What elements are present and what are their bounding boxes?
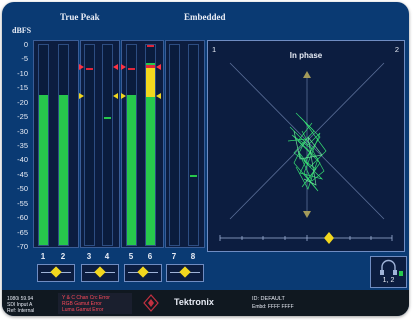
reference-text: Ref: Internal [7,308,35,314]
meter-level-green [59,94,68,245]
meter-level-red [146,65,155,69]
balance-indicator-1-2 [37,264,75,282]
threshold-marker-icon [156,64,161,71]
phase-bottom-arrow-icon [303,211,311,218]
phase-trace-cloud [287,112,327,192]
channel-label-3: 3 [86,252,92,261]
meter-peak-hold [147,45,154,47]
scale-label: -5 [21,54,28,64]
channel-label-4: 4 [104,252,110,261]
channel-label-2: 2 [60,252,66,261]
balance-indicator-5-6 [124,264,162,282]
channel-label-7: 7 [171,252,177,261]
audio-monitor-screen: True Peak Embedded dBFS 0 -5 -10 -15 -20 -25 -… [2,2,409,316]
meter-peak-hold [190,174,197,177]
pair-status-led [399,271,403,276]
phase-correlation-scale [219,235,393,241]
scale-label: -45 [17,169,28,179]
meter-peak-hold [86,68,93,71]
meter-bar-ch7 [169,44,180,246]
dbfs-unit-label: dBFS [12,26,32,35]
scale-label: -15 [17,83,28,93]
tektronix-logo: Tektronix [174,297,214,307]
phase-right-channel-label: 2 [394,45,399,54]
threshold-marker-icon [113,92,118,99]
threshold-marker-icon [121,64,126,71]
phase-title: In phase [289,51,323,60]
channel-label-8: 8 [190,252,196,261]
phase-lissajous-plot [219,62,393,244]
meter-level-green [146,63,155,245]
scale-label: -30 [17,126,28,136]
scale-label: 0 [23,40,28,49]
input-source-text: SDI Input A [7,302,33,308]
scale-label: -25 [17,112,28,122]
scale-label: -60 [17,213,28,223]
balance-diamond-icon [50,266,62,278]
threshold-marker-icon [121,92,126,99]
channel-label-5: 5 [128,252,134,261]
meter-bar-ch2 [58,44,69,246]
status-bar: 1080i 59.94 SDI Input A Ref: Internal Y … [2,290,409,316]
threshold-marker-icon [79,64,84,71]
meter-bar-ch6 [145,44,156,246]
embedded-status-text: Embd: FFFF FFFF [252,304,294,310]
meter-bar-ch4 [102,44,113,246]
headphones-icon [380,259,397,275]
phase-correlation-diamond-icon [324,232,334,244]
balance-diamond-icon [137,266,149,278]
id-text: ID: DEFAULT [252,296,285,302]
balance-diamond-icon [179,266,191,278]
audio-pair-label: 1, 2 [382,277,395,284]
channel-label-6: 6 [147,252,153,261]
error-panel: Y & C Chan Crc Error RGB Gamut Error Lum… [58,293,132,314]
scale-label: -65 [17,227,28,237]
threshold-marker-icon [79,92,84,99]
scale-label: -55 [17,198,28,208]
meter-level-green [39,94,48,245]
phase-left-channel-label: 1 [212,45,217,54]
error-line-2: RGB Gamut Error [62,301,102,307]
scale-label: -70 [17,242,28,251]
balance-indicator-7-8 [166,264,204,282]
channel-label-1: 1 [40,252,46,261]
meter-peak-hold [104,117,111,120]
scale-label: -10 [17,68,28,78]
phase-display: 1 2 In phase [207,40,405,252]
threshold-marker-icon [113,64,118,71]
embedded-title: Embedded [184,12,226,22]
meter-peak-hold [128,68,135,71]
scale-label: -50 [17,184,28,194]
meter-level-yellow [146,65,155,97]
audio-pair-indicator: 1, 2 [370,256,407,288]
meter-level-green [127,94,136,245]
meter-bar-ch1 [38,44,49,246]
phase-top-arrow-icon [303,71,311,78]
error-line-3: Luma Gamut Error [62,307,104,313]
balance-indicator-3-4 [81,264,119,282]
true-peak-title: True Peak [60,12,100,22]
balance-diamond-icon [94,266,106,278]
threshold-marker-icon [156,92,161,99]
meter-bar-ch8 [188,44,199,246]
meter-bar-ch5 [126,44,137,246]
meter-bar-ch3 [84,44,95,246]
error-line-1: Y & C Chan Crc Error [62,295,110,301]
scale-label: -40 [17,155,28,165]
video-format-text: 1080i 59.94 [7,296,34,302]
alarm-icon [143,294,159,312]
scale-label: -20 [17,97,28,107]
scale-label: -35 [17,141,28,150]
